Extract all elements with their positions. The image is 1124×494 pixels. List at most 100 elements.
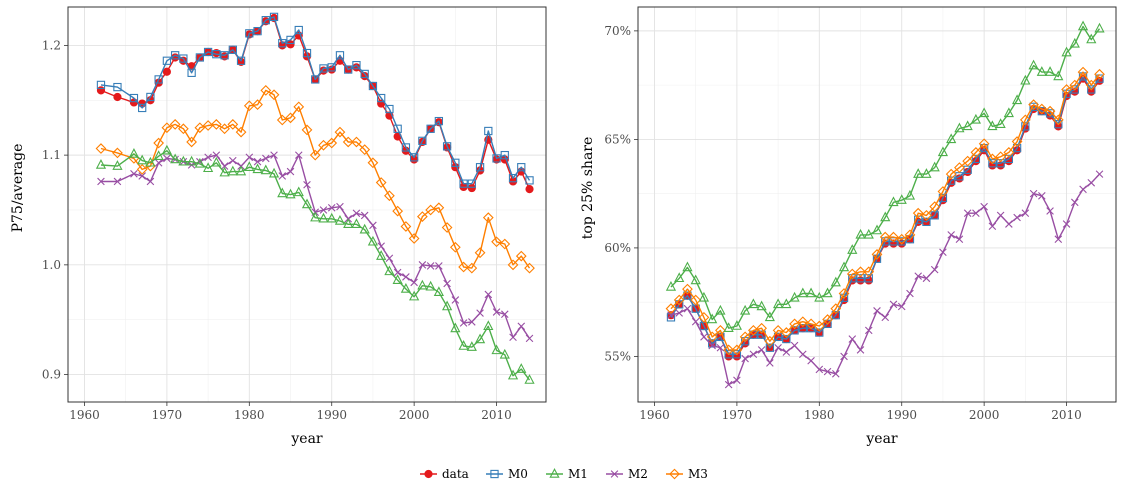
data-point-m3 xyxy=(723,344,735,356)
data-point-m3 xyxy=(690,294,702,306)
data-point-m2 xyxy=(509,333,517,342)
data-point-m2 xyxy=(807,356,815,365)
data-point-m0 xyxy=(708,339,717,348)
data-point-m1 xyxy=(764,311,775,322)
data-point-m1 xyxy=(921,168,932,178)
data-point-m2 xyxy=(418,261,427,269)
data-point-m2 xyxy=(1071,198,1079,207)
data-point-m0 xyxy=(327,63,336,72)
data-point-m2 xyxy=(881,313,890,322)
data-point-m2 xyxy=(163,154,171,163)
data-point-m1 xyxy=(871,224,883,235)
data-point-m2 xyxy=(832,369,840,378)
data-point-m1 xyxy=(244,161,255,171)
data-point-m3 xyxy=(417,211,428,222)
data-point-m3 xyxy=(937,186,949,197)
data-point-m1 xyxy=(715,304,726,315)
data-point-m3 xyxy=(285,112,296,124)
data-point-m3 xyxy=(1094,68,1105,80)
data-point-m0 xyxy=(195,53,205,62)
data-point-m3 xyxy=(309,149,321,161)
data-point-m0 xyxy=(187,68,196,77)
data-point-m2 xyxy=(996,211,1005,220)
data-point-m0 xyxy=(179,54,188,63)
data-point-m3 xyxy=(805,318,817,330)
data-point-m1 xyxy=(896,194,907,204)
right-series-m3 xyxy=(665,66,1105,356)
data-point-m2 xyxy=(939,248,947,257)
data-point-m3 xyxy=(764,335,776,347)
x-tick-label: 2010 xyxy=(1051,408,1082,422)
data-point-m3 xyxy=(235,126,247,138)
data-point-m0 xyxy=(385,104,394,114)
right-panel-top-25-share: top 25% share year 1960 1970 1980 1990 2000 2… xyxy=(580,6,1117,447)
data-point-m2 xyxy=(476,309,484,317)
data-point-m3 xyxy=(665,303,677,315)
data-point-m2 xyxy=(963,209,972,217)
data-point-m2 xyxy=(914,272,922,280)
data-point-m0 xyxy=(782,334,791,344)
data-point-m1 xyxy=(723,322,734,332)
data-point-m1 xyxy=(748,298,759,309)
data-point-m2 xyxy=(799,350,807,359)
data-point-m1 xyxy=(674,272,685,283)
data-point-m0 xyxy=(897,237,906,246)
data-point-m1 xyxy=(1003,107,1014,118)
right-series-m2 xyxy=(667,170,1104,389)
data-point-m3 xyxy=(219,123,230,135)
data-point-m3 xyxy=(334,126,346,138)
data-point-m3 xyxy=(780,327,792,338)
data-point-m1 xyxy=(359,223,370,234)
series-line-m1 xyxy=(670,25,1101,329)
data-point-m2 xyxy=(741,354,749,363)
data-point-m1 xyxy=(970,113,982,124)
data-point-m0 xyxy=(269,12,279,22)
data-point-m1 xyxy=(822,287,833,298)
data-point-m2 xyxy=(683,304,692,313)
data-point-m0 xyxy=(1004,154,1014,164)
data-point-m0 xyxy=(401,143,411,152)
data-point-m3 xyxy=(813,320,825,332)
data-point-m3 xyxy=(698,311,710,323)
data-point-m3 xyxy=(301,124,313,136)
data-point-m2 xyxy=(270,151,278,159)
data-point-m1 xyxy=(904,189,916,200)
data-point-m2 xyxy=(947,231,955,239)
data-point-m2 xyxy=(774,343,782,352)
y-tick-label: 55% xyxy=(604,349,631,363)
series-line-m0 xyxy=(100,16,531,185)
data-point-m2 xyxy=(1054,235,1063,244)
data-point-m3 xyxy=(136,164,148,175)
data-point-m0 xyxy=(393,124,402,133)
data-point-m3 xyxy=(978,138,990,150)
data-point-m3 xyxy=(202,120,214,131)
data-point-m1 xyxy=(929,161,940,172)
data-point-m3 xyxy=(888,231,899,243)
data-point-m3 xyxy=(1019,114,1031,126)
data-point-m3 xyxy=(400,221,412,232)
data-point-m2 xyxy=(435,262,443,270)
data-point-m1 xyxy=(310,211,321,222)
legend-marker-m0 xyxy=(490,469,499,479)
data-point-m3 xyxy=(112,147,123,159)
data-point-m3 xyxy=(1052,114,1064,126)
data-point-m1 xyxy=(524,374,535,384)
data-point-m1 xyxy=(1077,20,1089,31)
data-point-m1 xyxy=(516,363,527,373)
data-point-m1 xyxy=(178,155,189,166)
legend-item-data: data xyxy=(420,467,469,481)
data-point-m1 xyxy=(1094,22,1105,33)
x-tick-label: 1960 xyxy=(639,408,670,422)
data-point-m2 xyxy=(782,348,791,356)
data-point-m2 xyxy=(930,265,939,274)
legend-label: data xyxy=(442,467,469,481)
data-point-m0 xyxy=(765,343,775,352)
data-point-m2 xyxy=(716,343,725,352)
data-point-m1 xyxy=(277,187,288,198)
data-point-m1 xyxy=(838,261,850,272)
legend-label: M3 xyxy=(688,467,708,481)
data-point-m0 xyxy=(154,75,163,84)
y-tick-label: 65% xyxy=(604,132,631,146)
data-point-m2 xyxy=(154,159,163,167)
